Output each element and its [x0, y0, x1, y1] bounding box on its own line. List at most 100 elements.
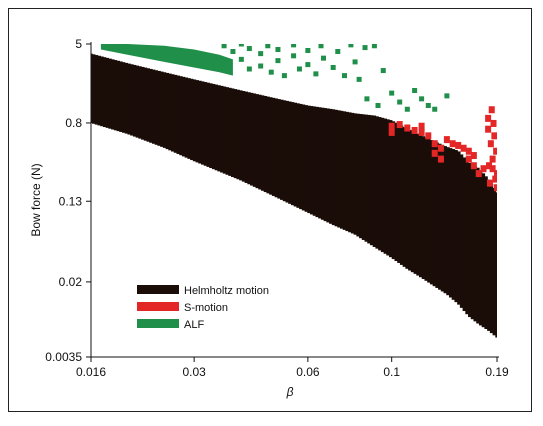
- helmholtz-bar: [274, 98, 278, 198]
- helmholtz-bar: [184, 77, 189, 158]
- helmholtz-bar: [91, 53, 93, 123]
- helmholtz-bar: [176, 75, 180, 154]
- helmholtz-bar: [424, 137, 428, 281]
- helmholtz-bar: [380, 117, 385, 253]
- alf-point: [404, 106, 410, 112]
- y-tick-label: 5: [75, 37, 82, 51]
- helmholtz-bar: [429, 140, 434, 285]
- helmholtz-bar: [299, 103, 303, 210]
- helmholtz-bar: [266, 96, 270, 194]
- helmholtz-bar: [119, 61, 123, 132]
- s-motion-point: [388, 128, 395, 136]
- s-motion-point: [490, 119, 497, 127]
- alf-point: [318, 44, 324, 49]
- helmholtz-bar: [356, 113, 360, 237]
- alf-point: [330, 64, 336, 70]
- helmholtz-bar: [198, 80, 202, 164]
- alf-point: [321, 55, 327, 61]
- helmholtz-bar: [410, 131, 415, 273]
- helmholtz-bar: [113, 60, 118, 131]
- helmholtz-bar: [367, 114, 371, 244]
- helmholtz-bar: [320, 107, 325, 220]
- helmholtz-bar: [132, 64, 137, 137]
- s-motion-point: [465, 147, 472, 155]
- helmholtz-bar: [348, 112, 352, 233]
- helmholtz-bar: [146, 68, 150, 142]
- helmholtz-bar: [138, 66, 142, 139]
- legend-swatch: [137, 285, 179, 294]
- helmholtz-bar: [190, 78, 194, 161]
- alf-point: [305, 62, 311, 68]
- legend-label: ALF: [184, 319, 204, 331]
- helmholtz-bar: [443, 146, 447, 294]
- helmholtz-bar: [154, 70, 159, 145]
- helmholtz-bar: [329, 108, 333, 224]
- helmholtz-bar: [383, 118, 387, 254]
- helmholtz-bar: [312, 106, 317, 216]
- alf-point: [375, 102, 381, 108]
- x-tick-label: 0.016: [76, 365, 106, 379]
- helmholtz-bar: [247, 92, 251, 185]
- helmholtz-bar: [111, 59, 115, 130]
- helmholtz-bar: [438, 143, 442, 290]
- helmholtz-bar: [478, 170, 483, 326]
- alf-point: [246, 46, 252, 52]
- helmholtz-bar: [487, 179, 491, 331]
- helmholtz-bar: [288, 101, 292, 204]
- s-motion-point: [475, 170, 482, 178]
- series-helmholtz-motion: [91, 53, 497, 338]
- alf-point: [246, 66, 252, 72]
- s-motion-point: [431, 149, 438, 157]
- helmholtz-bar: [201, 81, 205, 165]
- helmholtz-bar: [244, 91, 249, 183]
- helmholtz-bar: [350, 112, 355, 234]
- helmholtz-bar: [310, 106, 314, 215]
- helmholtz-bar: [307, 105, 311, 214]
- alf-point: [221, 44, 227, 49]
- helmholtz-bar: [236, 89, 240, 180]
- helmholtz-bar: [290, 102, 295, 206]
- helmholtz-bar: [473, 166, 477, 322]
- y-tick-label: 0.0035: [45, 350, 82, 364]
- helmholtz-bar: [402, 127, 407, 267]
- helmholtz-bar: [271, 97, 276, 196]
- helmholtz-bar: [462, 157, 467, 312]
- s-motion-point: [411, 126, 418, 134]
- s-motion-point: [449, 140, 456, 148]
- helmholtz-bar: [337, 110, 341, 228]
- helmholtz-bar: [315, 106, 319, 218]
- helmholtz-bar: [162, 72, 167, 148]
- helmholtz-bar: [100, 56, 104, 127]
- figure-frame: [8, 8, 532, 412]
- helmholtz-bar: [211, 83, 216, 170]
- helmholtz-bar: [326, 108, 330, 223]
- helmholtz-bar: [173, 74, 178, 153]
- alf-point: [425, 102, 431, 108]
- helmholtz-bar: [304, 105, 308, 212]
- alf-point: [275, 47, 281, 53]
- helmholtz-bar: [285, 100, 289, 203]
- s-motion-point: [437, 155, 444, 163]
- s-motion-point: [493, 147, 497, 155]
- helmholtz-bar: [476, 167, 480, 324]
- y-tick-label: 0.8: [65, 116, 82, 130]
- alf-point: [412, 87, 418, 93]
- helmholtz-bar: [206, 82, 210, 167]
- helmholtz-bar: [260, 95, 265, 191]
- helmholtz-bar: [282, 100, 287, 202]
- legend-label: Helmholtz motion: [184, 285, 269, 297]
- helmholtz-bar: [143, 67, 148, 141]
- helmholtz-bar: [465, 160, 469, 315]
- alf-point: [258, 51, 264, 57]
- helmholtz-bar: [364, 114, 368, 242]
- helmholtz-bar: [141, 66, 145, 140]
- s-motion-point: [494, 184, 497, 192]
- alf-band: [100, 44, 233, 76]
- s-motion-point: [418, 128, 425, 136]
- alf-point: [348, 44, 354, 48]
- helmholtz-bar: [203, 82, 208, 166]
- alf-point: [291, 53, 297, 59]
- helmholtz-bar: [209, 83, 213, 169]
- helmholtz-bar: [492, 188, 496, 336]
- s-motion-point: [470, 162, 477, 170]
